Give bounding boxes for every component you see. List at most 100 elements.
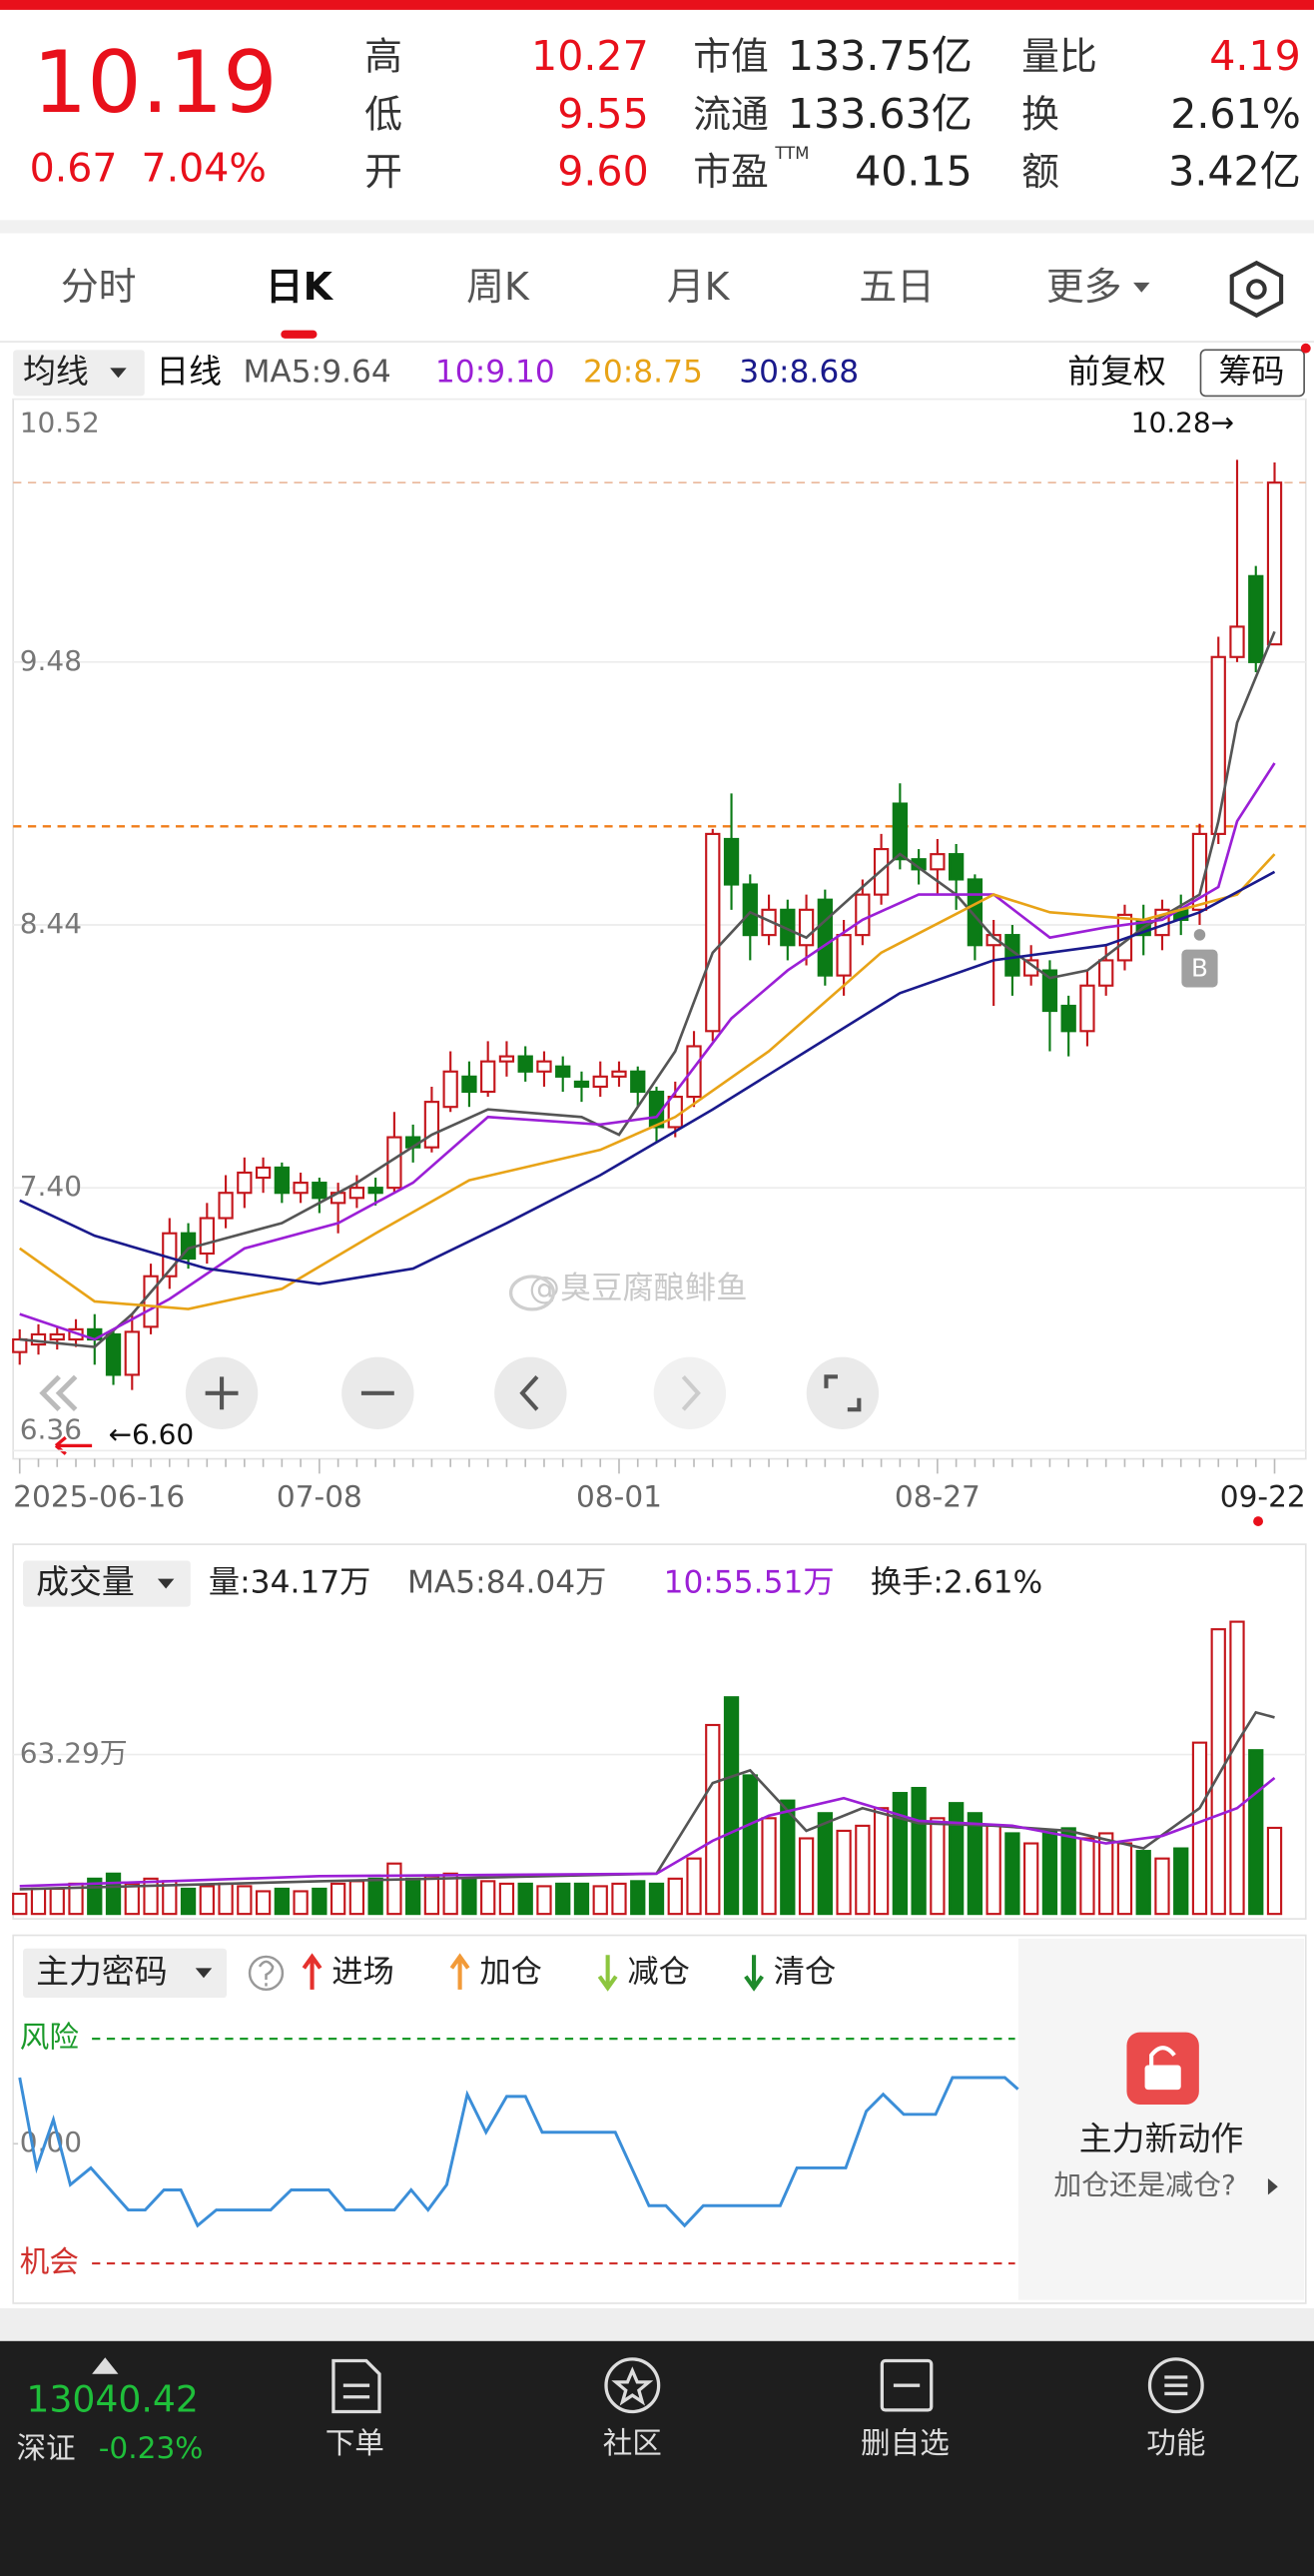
ma-select-box[interactable] — [13, 350, 145, 397]
volume-bar — [780, 1799, 796, 1916]
candle-body — [1210, 655, 1226, 835]
line — [18, 2076, 1019, 2228]
volume-title[interactable]: 成交量 — [36, 1562, 135, 1601]
candle-body — [630, 1070, 646, 1094]
legend-arrow — [302, 1953, 323, 1990]
candle-body — [348, 1187, 365, 1200]
nav-label[interactable]: 下单 — [326, 2426, 384, 2460]
candle-body — [723, 837, 740, 886]
candle-body — [367, 1187, 383, 1195]
candle-body — [143, 1275, 159, 1328]
volume-bar — [143, 1877, 159, 1916]
candle-body — [1098, 959, 1114, 987]
stat-label: 开 — [364, 150, 402, 194]
index-change[interactable]: -0.23% — [99, 2431, 204, 2465]
stat-label: 额 — [1021, 150, 1059, 194]
dot — [1253, 1516, 1264, 1526]
stat-label: 换 — [1021, 92, 1059, 136]
top-bar — [0, 0, 1314, 10]
candle-body — [967, 878, 984, 947]
candle-body — [105, 1332, 122, 1376]
chevron — [1267, 2177, 1278, 2195]
promo-subtitle[interactable]: 加仓还是减仓? — [1053, 2168, 1236, 2201]
volume-bar — [855, 1824, 871, 1916]
legend-entry: 清仓 — [774, 1954, 837, 1990]
promo-card[interactable] — [1017, 1938, 1305, 2300]
legend-entry: 20:8.75 — [583, 354, 703, 390]
volume-bar — [1248, 1749, 1264, 1916]
tab[interactable]: 更多 — [1046, 265, 1122, 309]
lock-icon — [1126, 2032, 1199, 2105]
indicator-select-box[interactable] — [23, 1948, 228, 1999]
candle-body — [1229, 625, 1245, 658]
stat-label: 低 — [364, 92, 402, 136]
turnover-label: 换手:2.61% — [871, 1565, 1042, 1601]
tab[interactable]: 周K — [466, 265, 530, 309]
chart-controls[interactable] — [39, 1356, 880, 1429]
volume-bar — [1154, 1857, 1170, 1916]
x-tick-label: 08-01 — [576, 1480, 662, 1514]
line — [19, 870, 1276, 1286]
volume-bar — [199, 1885, 215, 1916]
promo-title[interactable]: 主力新动作 — [1079, 2120, 1243, 2158]
legend-entry: 10:55.51万 — [664, 1565, 835, 1601]
tab[interactable]: 月K — [667, 265, 731, 309]
line — [19, 1710, 1275, 1891]
indicator-title[interactable]: 主力密码 — [36, 1952, 168, 1991]
ma-select[interactable]: 均线 — [23, 352, 89, 391]
dot — [1300, 343, 1311, 354]
index-name[interactable]: 深证 — [16, 2431, 75, 2465]
candle-body — [1248, 574, 1264, 663]
volume-bar — [723, 1696, 740, 1916]
tab[interactable]: 日K — [266, 265, 334, 309]
candle-body — [892, 802, 909, 861]
stat-value: 9.60 — [557, 147, 649, 195]
help-icon[interactable] — [248, 1955, 285, 1992]
candle-body — [536, 1060, 552, 1073]
y-tick-label: 63.29万 — [20, 1737, 128, 1770]
legend-entry: 减仓 — [627, 1954, 690, 1990]
stat-label: 量比 — [1021, 35, 1097, 79]
volume-bar — [1004, 1832, 1020, 1916]
volume-bar — [1116, 1842, 1133, 1916]
volume-bar — [1079, 1837, 1095, 1916]
volume-bar — [948, 1802, 965, 1916]
candle-body — [442, 1070, 458, 1109]
settings-icon[interactable] — [1229, 260, 1284, 319]
volume-bar — [536, 1885, 552, 1916]
line — [19, 630, 1276, 1348]
candle-body — [461, 1075, 477, 1094]
nav-label[interactable]: 社区 — [603, 2426, 662, 2460]
nav-label[interactable]: 功能 — [1146, 2426, 1205, 2460]
index-value[interactable]: 13040.42 — [26, 2378, 199, 2421]
nav-icons — [331, 2357, 1204, 2414]
tab[interactable]: 分时 — [61, 265, 137, 309]
candle-body — [686, 1045, 702, 1099]
candle-body — [312, 1182, 328, 1200]
candle-body — [930, 853, 946, 871]
volume-bar — [630, 1880, 646, 1916]
volume-bar — [967, 1812, 984, 1916]
chips-box[interactable] — [1199, 349, 1305, 398]
dropdown-arrow — [157, 1578, 175, 1589]
tab[interactable]: 五日 — [859, 265, 935, 309]
y-tick-label: 10.52 — [20, 406, 100, 438]
volume-bar — [1135, 1850, 1151, 1916]
candle-body — [12, 1337, 28, 1353]
volume-bar — [686, 1857, 702, 1916]
x-tick-label: 09-22 — [1220, 1480, 1306, 1514]
expand-arrow[interactable] — [92, 2357, 119, 2374]
volume-bar — [1229, 1620, 1245, 1916]
chips[interactable]: 筹码 — [1219, 352, 1285, 391]
volume-bar — [180, 1887, 197, 1916]
volume-bar — [124, 1882, 140, 1916]
adjust[interactable]: 前复权 — [1067, 352, 1166, 391]
x-tick-label: 07-08 — [277, 1480, 362, 1514]
nav-label[interactable]: 删自选 — [861, 2426, 950, 2460]
volume-bar — [705, 1723, 721, 1916]
candle-body — [49, 1332, 65, 1341]
volume-bar — [12, 1892, 28, 1916]
volume-select-box[interactable] — [23, 1560, 191, 1607]
candle-body — [237, 1171, 253, 1195]
